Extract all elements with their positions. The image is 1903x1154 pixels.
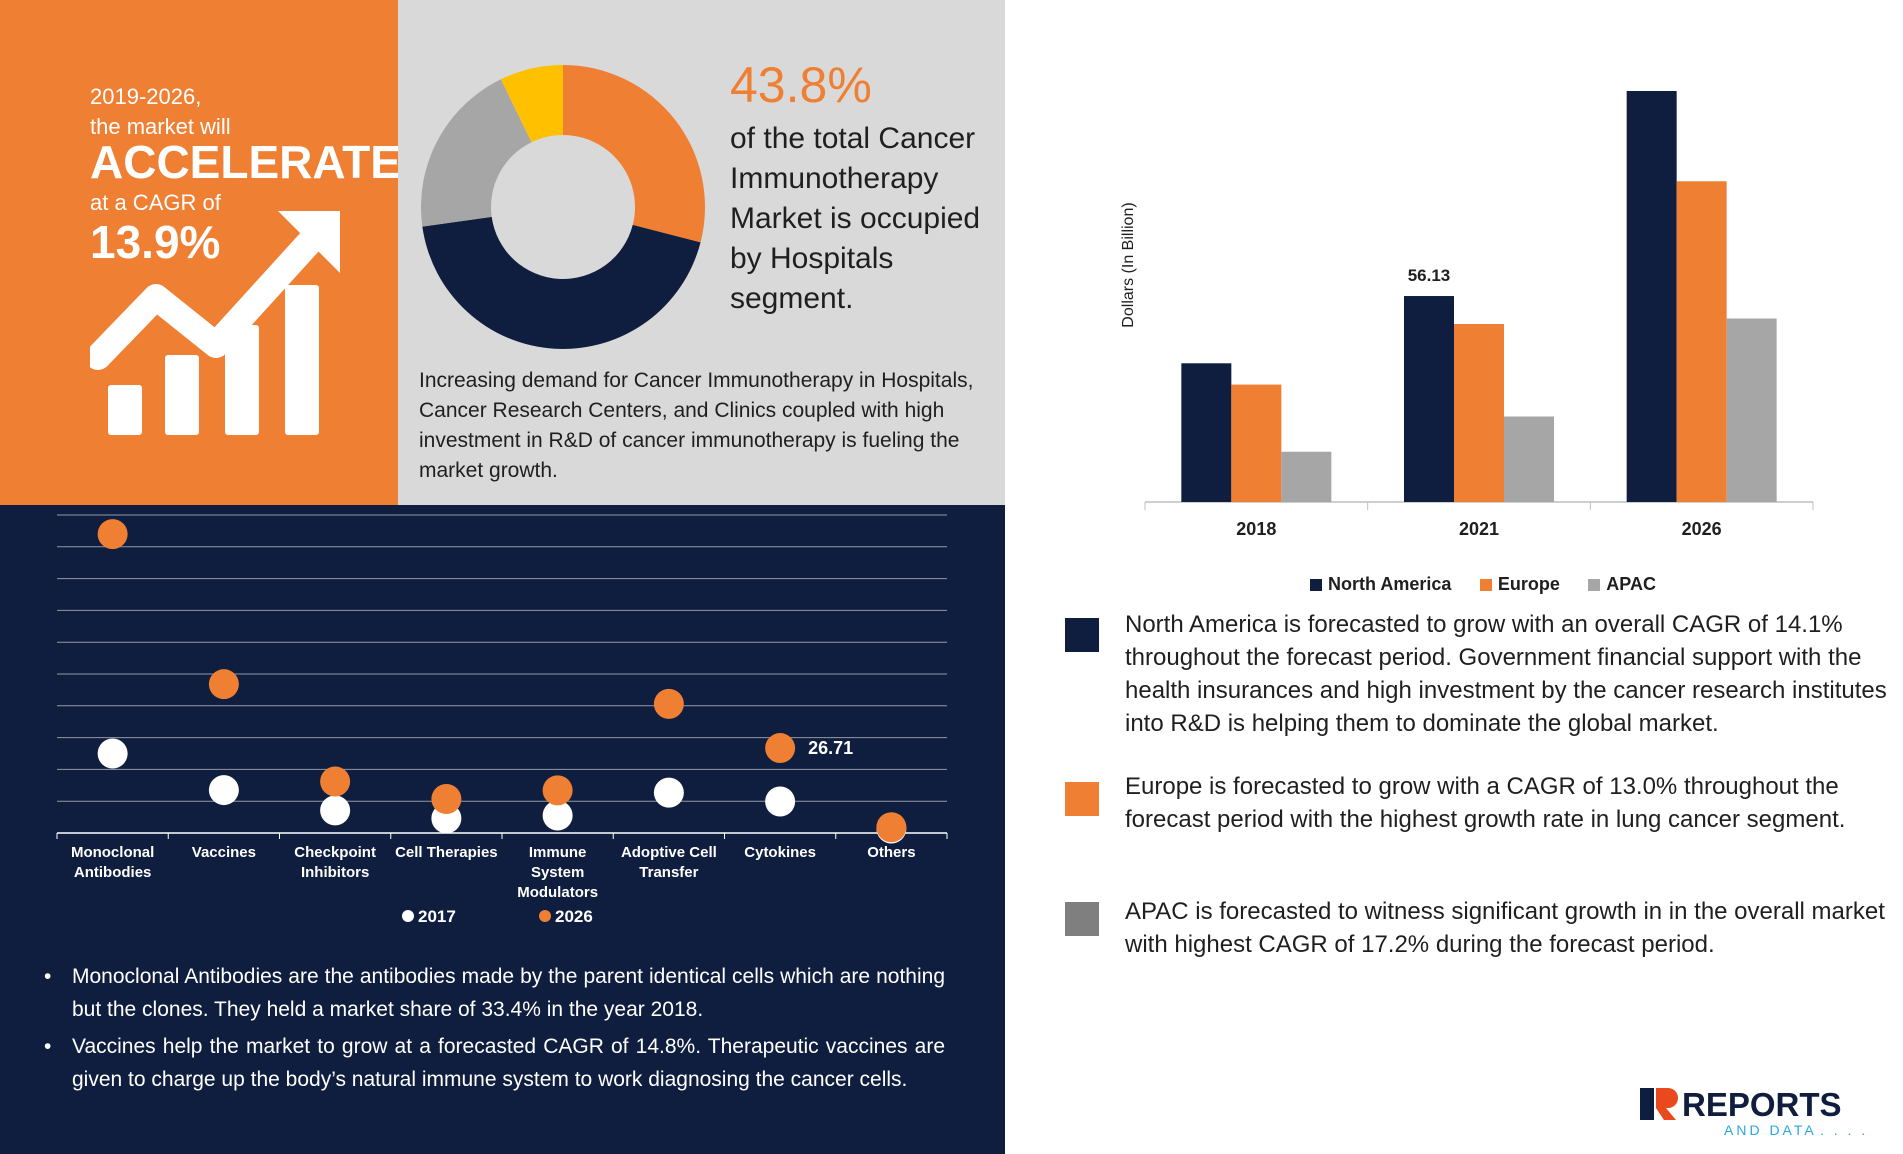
- logo-brand: REPORTS: [1682, 1086, 1842, 1123]
- legend-swatch: [1310, 578, 1322, 591]
- segment-note-monoclonal: Monoclonal Antibodies are the antibodies…: [40, 960, 945, 1026]
- legend-marker-2026: [539, 910, 551, 922]
- category-label: Immune System Modulators: [517, 844, 598, 901]
- dot-2026-4: [542, 775, 573, 806]
- category-label: Adoptive Cell Transfer: [621, 844, 717, 881]
- legend-label: 2017: [418, 907, 456, 926]
- category-label-line: Others: [867, 844, 915, 861]
- legend-label: Europe: [1497, 574, 1560, 594]
- category-label-line: Adoptive Cell: [621, 844, 717, 861]
- dot-2017-2: [320, 795, 351, 826]
- bar-apac-2021: [1504, 416, 1554, 502]
- category-label-line: Checkpoint: [294, 844, 376, 861]
- period-label: 2019-2026,: [90, 84, 202, 109]
- regional-bar-chart: 2018 2021 2026 56.13 Dollars (In Billion): [1120, 91, 1814, 539]
- category-label-line: Vaccines: [192, 844, 256, 861]
- north-america-note: North America is forecasted to grow with…: [1125, 611, 1887, 737]
- hospital-share-percent: 43.8%: [730, 57, 872, 113]
- accelerate-heading: ACCELERATE: [90, 136, 401, 188]
- logo-dots: . . . .: [1820, 1122, 1868, 1138]
- y-axis-label: Dollars (In Billion): [1120, 202, 1137, 327]
- bar-apac-2026: [1726, 318, 1777, 502]
- bar-north-america-2021: [1404, 296, 1454, 502]
- category-label: Cytokines: [744, 844, 816, 861]
- legend-label: North America: [1328, 574, 1452, 594]
- apac-note: APAC is forecasted to witness significan…: [1125, 898, 1885, 958]
- legend-swatch: [1588, 578, 1601, 591]
- hospital-share-donut: [421, 65, 705, 350]
- north-america-marker: [1065, 618, 1099, 652]
- bar-north-america-2026: [1626, 91, 1677, 502]
- demand-text: Increasing demand for Cancer Immunothera…: [419, 369, 974, 482]
- hospital-share-text: of the total Cancer Immunotherapy Market…: [730, 122, 981, 315]
- bar-chart-legend: North America Europe APAC: [1310, 574, 1680, 598]
- apac-marker: [1065, 902, 1099, 936]
- legend-north-america: North America: [1310, 574, 1451, 595]
- dot-2026-2: [320, 766, 351, 797]
- category-label: Checkpoint Inhibitors: [294, 844, 376, 881]
- bar-europe-2026: [1676, 181, 1727, 502]
- bar-europe-2021: [1454, 324, 1504, 502]
- growth-chart-icon: [90, 211, 340, 435]
- donut-slice-2: [421, 79, 532, 227]
- dot-2026-1: [208, 669, 239, 700]
- category-label-line: Cell Therapies: [395, 844, 498, 861]
- dot-2017-0: [97, 738, 128, 769]
- dot-2026-5: [653, 688, 684, 719]
- x-tick-label: 2018: [1236, 519, 1276, 539]
- bar-north-america-2018: [1181, 363, 1232, 502]
- donut-slice-0: [563, 65, 705, 243]
- legend-label: 2026: [555, 907, 593, 926]
- x-tick-label: 2021: [1459, 519, 1499, 539]
- segment-notes: Monoclonal Antibodies are the antibodies…: [40, 960, 945, 1100]
- cagr-value: 13.9%: [90, 216, 221, 268]
- x-tick-label: 2026: [1682, 519, 1722, 539]
- dot-2026-0: [97, 519, 128, 550]
- data-label: 56.13: [1408, 266, 1451, 285]
- dot-2017-6: [765, 786, 796, 817]
- legend-marker-2017: [402, 910, 414, 922]
- legend-europe: Europe: [1479, 574, 1560, 595]
- europe-marker: [1065, 782, 1099, 816]
- logo-tagline: AND DATA: [1724, 1122, 1817, 1138]
- reports-and-data-logo: REPORTS AND DATA . . . .: [1640, 1086, 1868, 1138]
- legend-swatch: [1479, 578, 1492, 591]
- dot-2017-1: [208, 775, 239, 806]
- category-label: Others: [867, 844, 915, 861]
- category-label-line: Immune: [529, 844, 587, 861]
- segment-dot-chart: Monoclonal Antibodies Vaccines Checkpoint In…: [56, 514, 948, 926]
- data-label: 26.71: [808, 738, 853, 758]
- donut-slice-3: [500, 65, 563, 143]
- category-label-line: Transfer: [639, 864, 698, 881]
- legend-apac: APAC: [1588, 574, 1656, 595]
- market-will-label: the market will: [90, 114, 231, 139]
- segment-note-vaccines: Vaccines help the market to grow at a fo…: [40, 1030, 945, 1096]
- dot-2017-4: [542, 800, 573, 831]
- cagr-of-label: at a CAGR of: [90, 190, 221, 215]
- category-label-line: Monoclonal: [71, 844, 154, 861]
- cagr-panel: 2019-2026, the market will ACCELERATE at…: [0, 0, 401, 505]
- category-label-line: System: [531, 864, 584, 881]
- category-label-line: Cytokines: [744, 844, 816, 861]
- dot-2026-6: [765, 733, 796, 764]
- donut-slice-1: [422, 216, 701, 350]
- dot-2026-3: [431, 783, 462, 814]
- bar-apac-2018: [1281, 451, 1332, 502]
- europe-note: Europe is forecasted to grow with a CAGR…: [1125, 773, 1846, 833]
- category-label: Cell Therapies: [395, 844, 498, 861]
- dot-2026-7: [876, 812, 907, 843]
- dot-2017-5: [653, 777, 684, 808]
- period-text: 2019-2026, the market will: [90, 82, 231, 142]
- category-label: Monoclonal Antibodies: [71, 844, 154, 881]
- bar-europe-2018: [1231, 384, 1282, 502]
- legend-label: APAC: [1606, 574, 1656, 594]
- category-label-line: Inhibitors: [301, 864, 369, 881]
- category-label-line: Antibodies: [74, 864, 152, 881]
- segment-panel: Monoclonal Antibodies Vaccines Checkpoint In…: [0, 505, 1005, 1154]
- category-label-line: Modulators: [517, 884, 598, 901]
- hospital-share-panel: 43.8% of the total Cancer Immunotherapy …: [398, 0, 1005, 505]
- category-label: Vaccines: [192, 844, 256, 861]
